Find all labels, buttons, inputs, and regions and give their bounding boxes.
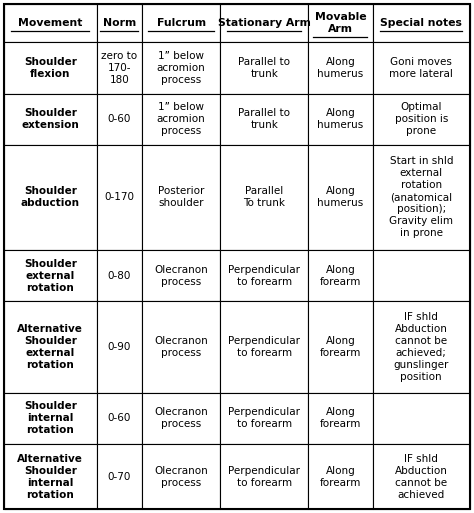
Bar — [97, 393, 142, 444]
Bar — [4, 393, 97, 444]
Text: Olecranon
process: Olecranon process — [154, 407, 208, 429]
Text: Along
humerus: Along humerus — [317, 187, 364, 208]
Text: Along
forearm: Along forearm — [320, 466, 361, 487]
Text: Along
humerus: Along humerus — [317, 57, 364, 79]
Text: Start in shld
external
rotation
(anatomical
position);
Gravity elim
in prone: Start in shld external rotation (anatomi… — [389, 156, 453, 239]
Bar — [308, 94, 373, 145]
Text: 0-70: 0-70 — [108, 471, 131, 482]
Text: Shoulder
extension: Shoulder extension — [21, 108, 79, 130]
Text: Special notes: Special notes — [380, 18, 462, 28]
Text: Along
forearm: Along forearm — [320, 407, 361, 429]
Bar — [308, 250, 373, 301]
Text: IF shld
Abduction
cannot be
achieved;
gunslinger
position: IF shld Abduction cannot be achieved; gu… — [393, 312, 449, 382]
Bar — [373, 250, 470, 301]
Bar — [97, 301, 142, 393]
Bar — [4, 301, 97, 393]
Text: Parallel
To trunk: Parallel To trunk — [243, 187, 285, 208]
Bar — [220, 4, 308, 42]
Text: Alternative
Shoulder
internal
rotation: Alternative Shoulder internal rotation — [18, 453, 83, 500]
Bar — [142, 94, 220, 145]
Bar — [4, 444, 97, 509]
Text: Stationary Arm: Stationary Arm — [218, 18, 311, 28]
Text: Goni moves
more lateral: Goni moves more lateral — [389, 57, 453, 79]
Bar — [308, 4, 373, 42]
Text: Perpendicular
to forearm: Perpendicular to forearm — [228, 407, 301, 429]
Bar — [142, 42, 220, 94]
Text: Along
forearm: Along forearm — [320, 336, 361, 358]
Bar — [220, 94, 308, 145]
Bar — [308, 301, 373, 393]
Bar — [142, 4, 220, 42]
Text: Perpendicular
to forearm: Perpendicular to forearm — [228, 466, 301, 487]
Text: Posterior
shoulder: Posterior shoulder — [158, 187, 204, 208]
Bar — [97, 42, 142, 94]
Bar — [97, 4, 142, 42]
Text: 0-60: 0-60 — [108, 114, 131, 124]
Bar — [373, 94, 470, 145]
Text: Parallel to
trunk: Parallel to trunk — [238, 108, 291, 130]
Bar — [220, 42, 308, 94]
Text: 0-60: 0-60 — [108, 413, 131, 423]
Text: Optimal
position is
prone: Optimal position is prone — [394, 103, 448, 136]
Text: Fulcrum: Fulcrum — [156, 18, 206, 28]
Text: Shoulder
internal
rotation: Shoulder internal rotation — [24, 402, 77, 436]
Text: IF shld
Abduction
cannot be
achieved: IF shld Abduction cannot be achieved — [395, 453, 448, 500]
Bar — [308, 145, 373, 250]
Bar — [308, 42, 373, 94]
Text: Olecranon
process: Olecranon process — [154, 265, 208, 287]
Text: 0-80: 0-80 — [108, 270, 131, 281]
Bar — [308, 393, 373, 444]
Bar — [4, 250, 97, 301]
Text: Alternative
Shoulder
external
rotation: Alternative Shoulder external rotation — [18, 324, 83, 370]
Bar — [97, 444, 142, 509]
Bar — [4, 4, 97, 42]
Text: Perpendicular
to forearm: Perpendicular to forearm — [228, 336, 301, 358]
Bar — [142, 301, 220, 393]
Text: Norm: Norm — [103, 18, 136, 28]
Text: 0-170: 0-170 — [104, 192, 134, 203]
Text: Along
humerus: Along humerus — [317, 108, 364, 130]
Text: 0-90: 0-90 — [108, 342, 131, 352]
Text: zero to
170-
180: zero to 170- 180 — [101, 51, 137, 85]
Text: Olecranon
process: Olecranon process — [154, 336, 208, 358]
Bar — [373, 42, 470, 94]
Bar — [220, 145, 308, 250]
Bar — [4, 94, 97, 145]
Text: Movement: Movement — [18, 18, 82, 28]
Bar — [4, 145, 97, 250]
Bar — [373, 444, 470, 509]
Bar — [373, 301, 470, 393]
Bar — [142, 145, 220, 250]
Bar — [220, 393, 308, 444]
Bar — [142, 444, 220, 509]
Bar — [220, 250, 308, 301]
Text: Olecranon
process: Olecranon process — [154, 466, 208, 487]
Text: Along
forearm: Along forearm — [320, 265, 361, 287]
Text: 1” below
acromion
process: 1” below acromion process — [157, 103, 206, 136]
Text: Movable
Arm: Movable Arm — [315, 12, 366, 34]
Text: Shoulder
flexion: Shoulder flexion — [24, 57, 77, 79]
Text: 1” below
acromion
process: 1” below acromion process — [157, 51, 206, 85]
Bar — [142, 393, 220, 444]
Bar — [97, 145, 142, 250]
Bar — [97, 94, 142, 145]
Bar — [4, 42, 97, 94]
Text: Shoulder
abduction: Shoulder abduction — [21, 187, 80, 208]
Bar — [308, 444, 373, 509]
Text: Shoulder
external
rotation: Shoulder external rotation — [24, 259, 77, 292]
Bar — [142, 250, 220, 301]
Bar — [97, 250, 142, 301]
Text: Parallel to
trunk: Parallel to trunk — [238, 57, 291, 79]
Bar — [373, 145, 470, 250]
Bar — [373, 4, 470, 42]
Bar — [220, 444, 308, 509]
Bar — [373, 393, 470, 444]
Text: Perpendicular
to forearm: Perpendicular to forearm — [228, 265, 301, 287]
Bar — [220, 301, 308, 393]
